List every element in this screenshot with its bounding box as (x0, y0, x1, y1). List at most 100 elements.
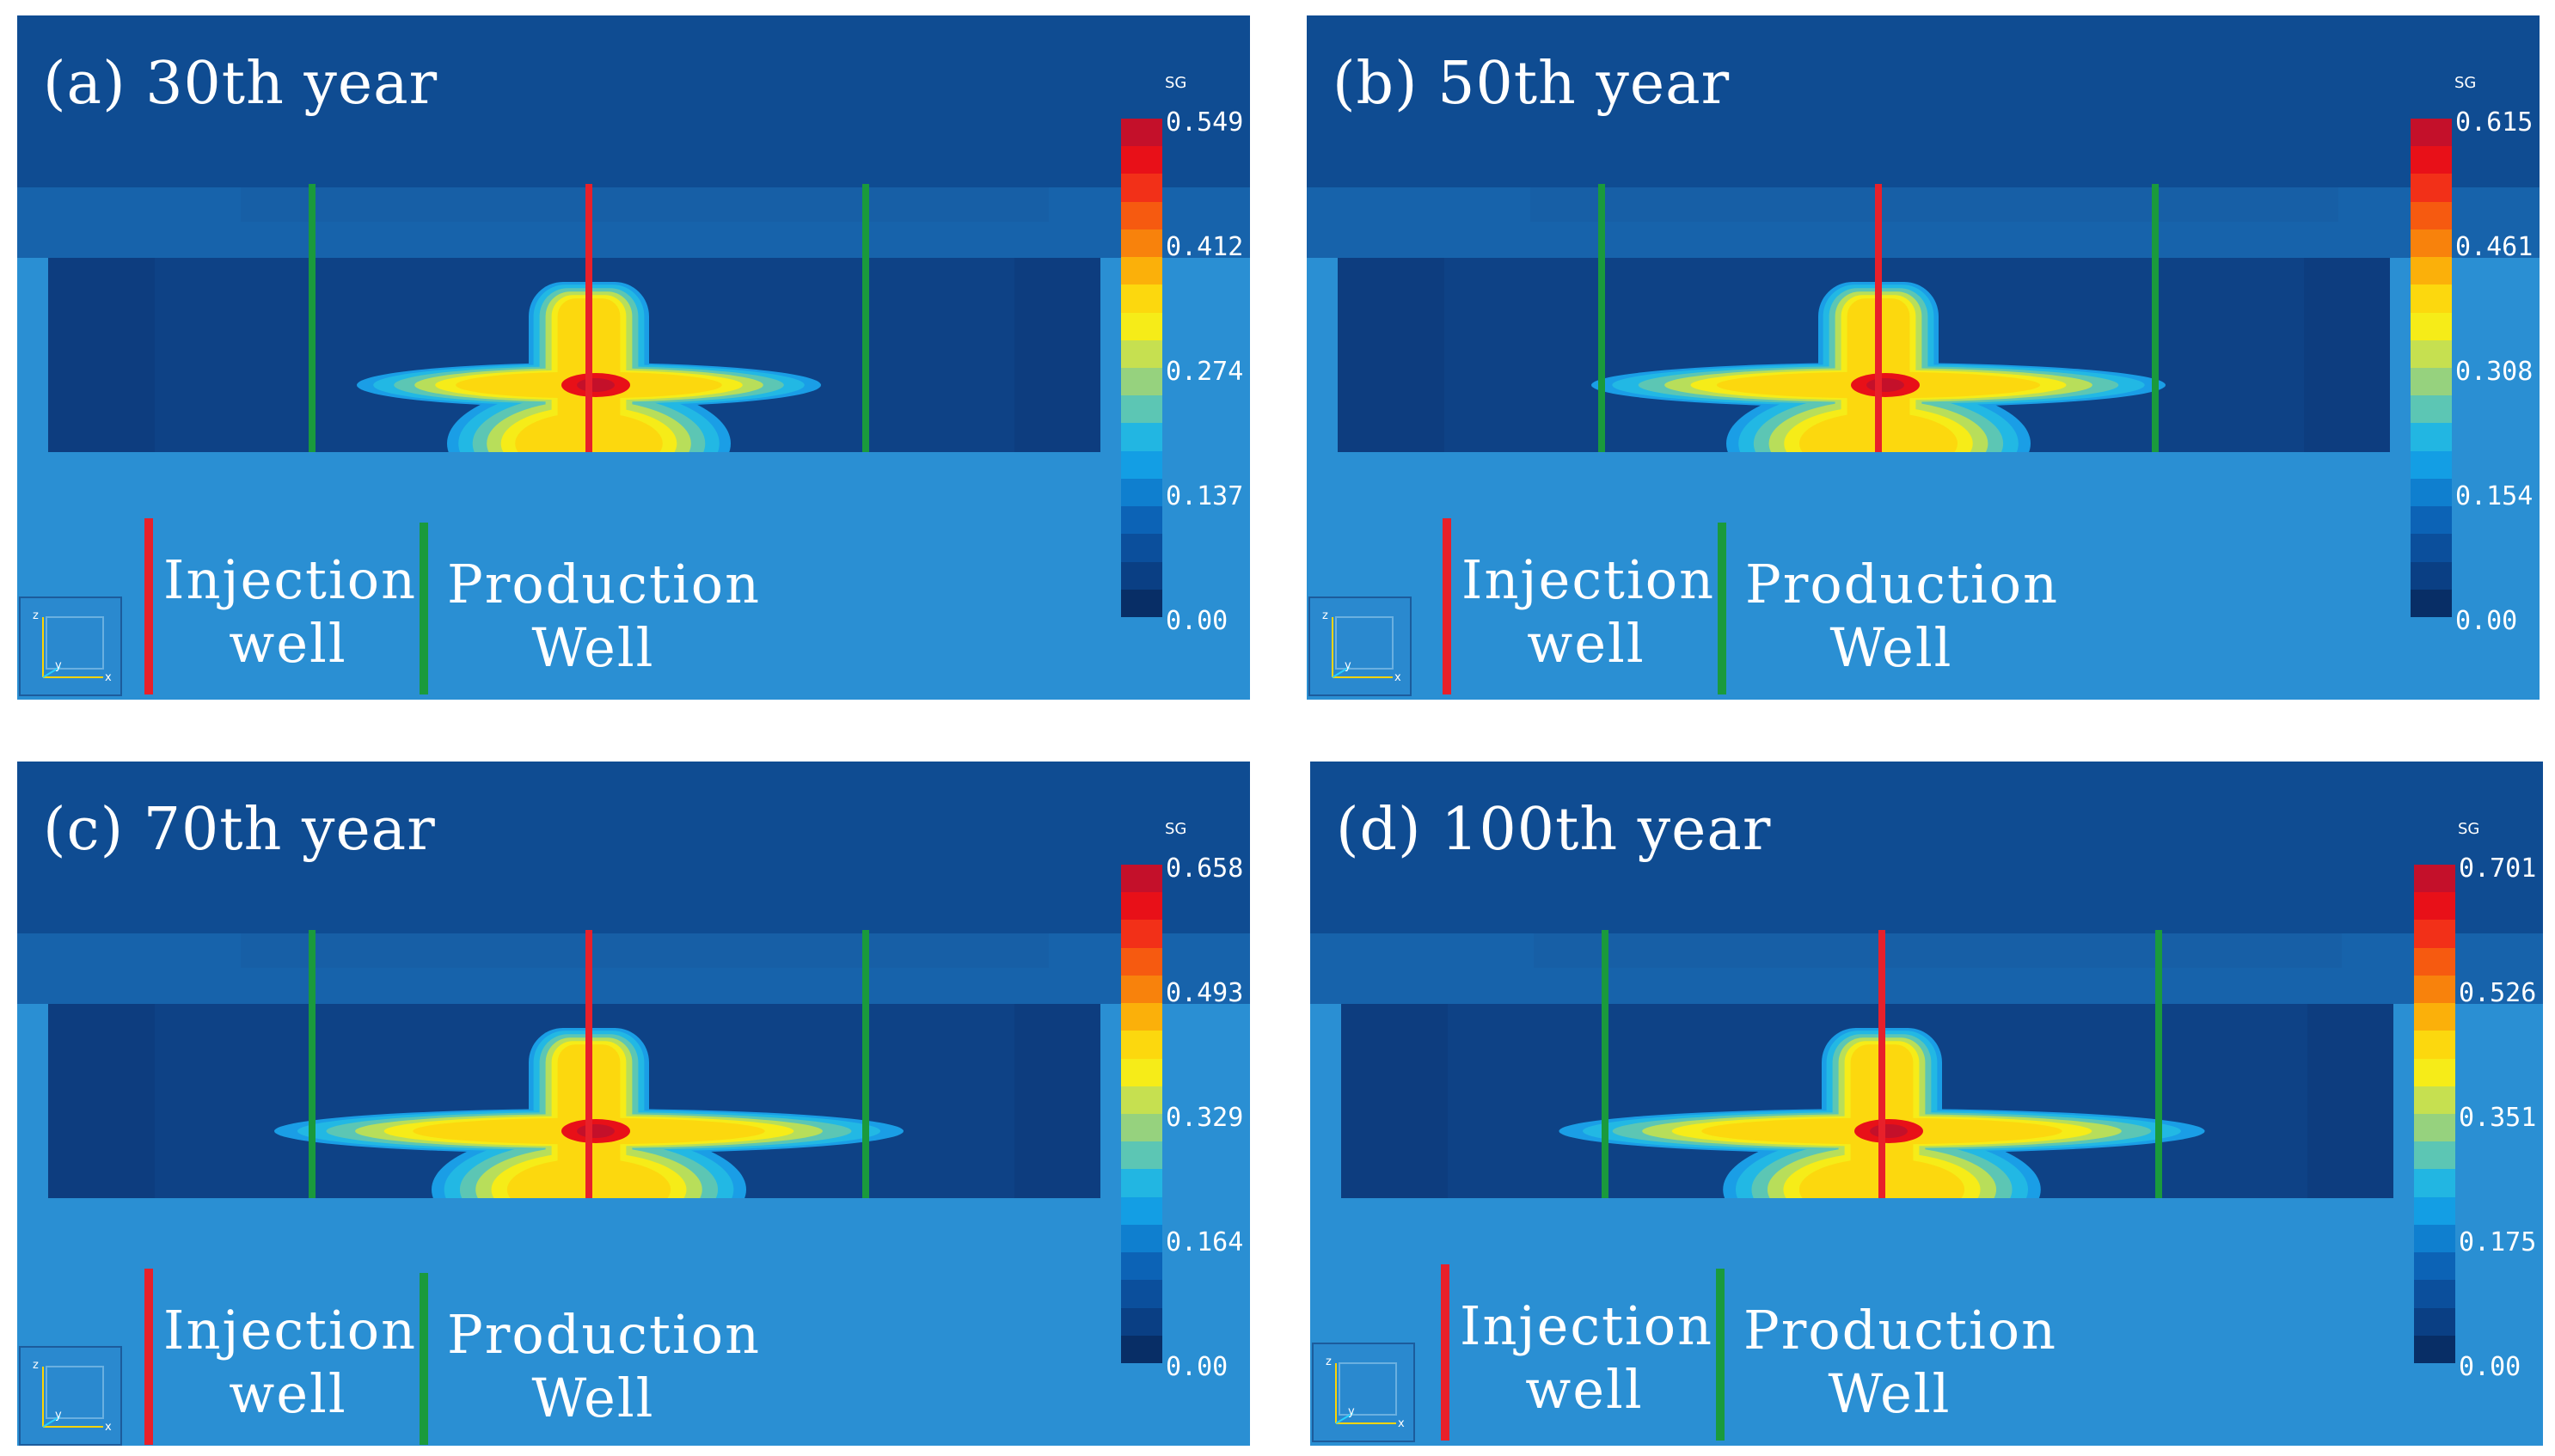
colorbar-segment (1121, 1196, 1162, 1225)
caprock-band (1534, 933, 2342, 968)
colorbar-segment (2411, 367, 2452, 396)
overburden (17, 762, 1250, 933)
colorbar-tick: 0.154 (2455, 481, 2534, 511)
colorbar-segment (2411, 506, 2452, 535)
colorbar-segment (1121, 975, 1162, 1004)
axis-label-y: y (1345, 659, 1351, 672)
colorbar-segment (2411, 561, 2452, 590)
colorbar-segment (2411, 395, 2452, 424)
colorbar-segment (1121, 589, 1162, 617)
colorbar-segment (2411, 119, 2452, 147)
axis-label-y: y (55, 1409, 62, 1422)
caprock-band (1530, 187, 2338, 222)
colorbar-segment (2414, 947, 2455, 976)
plume-core-inner (1870, 1124, 1908, 1138)
injection-legend-line (144, 518, 153, 694)
production-legend-line (1718, 523, 1726, 694)
plume-core-inner (577, 378, 615, 392)
colorbar-segment (1121, 1113, 1162, 1142)
colorbar-segment (2411, 312, 2452, 340)
colorbar-segment (2414, 1169, 2455, 1197)
overburden (17, 15, 1250, 187)
colorbar-segment (1121, 892, 1162, 921)
colorbar-segment (1121, 1003, 1162, 1031)
colorbar-segment (2411, 340, 2452, 368)
panel-title-d: (d) 100th year (1336, 796, 1772, 864)
colorbar-tick: 0.00 (2459, 1352, 2521, 1382)
injection-legend-label: Injection well (163, 548, 418, 675)
colorbar-segment (2414, 1058, 2455, 1086)
simulation-view-a (17, 15, 1250, 700)
colorbar-segment (2414, 1086, 2455, 1114)
colorbar-segment (1121, 257, 1162, 285)
colorbar-segment (1121, 229, 1162, 258)
colorbar-segment (1121, 947, 1162, 976)
colorbar-tick: 0.00 (1166, 1352, 1228, 1382)
colorbar-segment (2411, 257, 2452, 285)
colorbar-tick: 0.137 (1166, 481, 1244, 511)
colorbar-segment (1121, 423, 1162, 451)
colorbar-segment (1121, 174, 1162, 202)
colorbar-label-a: SG (1165, 74, 1187, 92)
colorbar-segment (2411, 450, 2452, 479)
panel-b: (b) 50th year SG 0.615 0.461 0.308 0.154… (1307, 15, 2540, 700)
colorbar-segment (2414, 1224, 2455, 1253)
colorbar-tick: 0.164 (1166, 1227, 1244, 1257)
underburden (17, 1198, 1250, 1446)
colorbar-segment (2414, 892, 2455, 921)
colorbar-tick: 0.549 (1166, 107, 1244, 138)
production-legend-label: Production Well (447, 1303, 762, 1429)
injection-legend-label: Injection well (1460, 1294, 1714, 1421)
injection-legend-line (144, 1269, 153, 1445)
injection-legend-label: Injection well (1461, 548, 1716, 675)
colorbar-segment (2411, 534, 2452, 562)
colorbar-segment (2411, 201, 2452, 229)
panel-d: (d) 100th year SG 0.701 0.526 0.351 0.17… (1310, 762, 2543, 1446)
injection-well (1878, 930, 1885, 1198)
axis-label-x: x (105, 1421, 112, 1434)
colorbar-tick: 0.351 (2459, 1103, 2537, 1133)
colorbar-segment (2414, 920, 2455, 948)
colorbar-tick: 0.526 (2459, 978, 2537, 1008)
colorbar-label-d: SG (2458, 820, 2480, 838)
panel-title-b: (b) 50th year (1333, 50, 1731, 118)
underburden (1307, 452, 2540, 700)
colorbar-segment (1121, 119, 1162, 147)
simulation-view-d (1310, 762, 2543, 1446)
underburden (17, 452, 1250, 700)
colorbar-label-b: SG (2454, 74, 2477, 92)
colorbar-segment (2411, 423, 2452, 451)
colorbar-segment (1121, 1224, 1162, 1253)
colorbar-segment (1121, 367, 1162, 396)
colorbar-tick: 0.274 (1166, 357, 1244, 387)
colorbar-segment (2414, 1141, 2455, 1170)
colorbar-segment (1121, 284, 1162, 313)
colorbar-segment (1121, 534, 1162, 562)
production-well (1598, 184, 1605, 452)
production-legend-label: Production Well (447, 553, 762, 679)
underburden (1310, 1198, 2543, 1446)
axes-indicator: z y x (19, 1346, 122, 1446)
colorbar-tick: 0.00 (1166, 606, 1228, 636)
colorbar-segment (1121, 1252, 1162, 1281)
colorbar-segment (2414, 1003, 2455, 1031)
production-legend-line (1716, 1269, 1725, 1441)
production-well (309, 930, 316, 1198)
colorbar-segment (1121, 312, 1162, 340)
production-well (309, 184, 316, 452)
colorbar-segment (2414, 865, 2455, 893)
axis-label-x: x (1394, 671, 1401, 684)
production-legend-line (420, 523, 428, 694)
colorbar-segment (1121, 506, 1162, 535)
simulation-view-b (1307, 15, 2540, 700)
colorbar-segment (1121, 1086, 1162, 1114)
colorbar-segment (2414, 1031, 2455, 1059)
axis-label-y: y (55, 659, 62, 672)
production-well (1602, 930, 1608, 1198)
production-legend-line (420, 1273, 428, 1445)
axes-indicator: z y x (1308, 596, 1412, 696)
injection-legend-label: Injection well (163, 1299, 418, 1425)
colorbar-tick: 0.493 (1166, 978, 1244, 1008)
colorbar-segment (1121, 1335, 1162, 1363)
colorbar-a (1121, 119, 1162, 617)
